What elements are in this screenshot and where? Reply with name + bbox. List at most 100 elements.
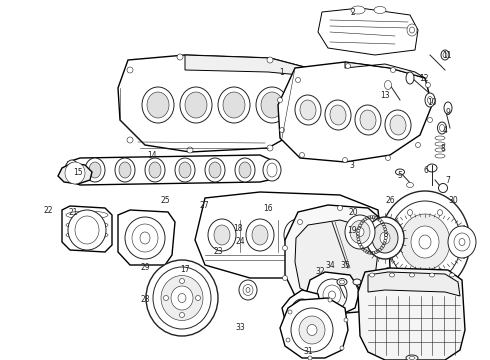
Ellipse shape bbox=[127, 67, 133, 73]
Ellipse shape bbox=[171, 286, 193, 310]
Ellipse shape bbox=[322, 219, 350, 251]
Text: 9: 9 bbox=[445, 108, 450, 117]
Ellipse shape bbox=[386, 156, 391, 161]
Text: 14: 14 bbox=[147, 150, 157, 159]
Ellipse shape bbox=[427, 117, 433, 122]
Ellipse shape bbox=[328, 298, 332, 302]
Ellipse shape bbox=[435, 142, 445, 146]
Ellipse shape bbox=[218, 87, 250, 123]
Ellipse shape bbox=[409, 356, 415, 360]
Text: 33: 33 bbox=[235, 324, 245, 333]
Ellipse shape bbox=[400, 214, 450, 270]
Ellipse shape bbox=[374, 6, 386, 14]
Ellipse shape bbox=[286, 338, 290, 342]
Ellipse shape bbox=[267, 163, 277, 177]
Ellipse shape bbox=[261, 92, 283, 118]
Ellipse shape bbox=[66, 211, 108, 219]
Ellipse shape bbox=[328, 291, 336, 299]
Text: 12: 12 bbox=[419, 73, 429, 82]
Text: 34: 34 bbox=[325, 261, 335, 270]
Ellipse shape bbox=[252, 225, 268, 245]
Ellipse shape bbox=[380, 191, 470, 293]
Polygon shape bbox=[65, 155, 278, 185]
Ellipse shape bbox=[440, 125, 444, 131]
Text: 16: 16 bbox=[263, 203, 273, 212]
Polygon shape bbox=[345, 62, 425, 78]
Polygon shape bbox=[118, 210, 175, 265]
Ellipse shape bbox=[65, 162, 85, 184]
Polygon shape bbox=[280, 298, 348, 358]
Ellipse shape bbox=[340, 346, 344, 350]
Text: 24: 24 bbox=[235, 238, 245, 247]
Ellipse shape bbox=[71, 168, 79, 178]
Ellipse shape bbox=[438, 210, 442, 216]
Ellipse shape bbox=[390, 273, 394, 277]
Ellipse shape bbox=[214, 225, 230, 245]
Ellipse shape bbox=[356, 228, 364, 237]
Ellipse shape bbox=[145, 158, 165, 182]
Ellipse shape bbox=[330, 105, 346, 125]
Ellipse shape bbox=[343, 158, 347, 162]
Ellipse shape bbox=[297, 220, 302, 225]
Text: 19: 19 bbox=[347, 225, 357, 234]
Ellipse shape bbox=[389, 201, 461, 283]
Ellipse shape bbox=[299, 153, 304, 158]
Ellipse shape bbox=[443, 53, 447, 58]
Ellipse shape bbox=[395, 169, 405, 175]
Ellipse shape bbox=[427, 164, 437, 172]
Ellipse shape bbox=[149, 162, 161, 178]
Ellipse shape bbox=[375, 302, 381, 307]
Ellipse shape bbox=[411, 226, 439, 258]
Text: 31: 31 bbox=[303, 347, 313, 356]
Ellipse shape bbox=[177, 54, 183, 60]
Text: 11: 11 bbox=[442, 50, 452, 59]
Text: 18: 18 bbox=[233, 224, 243, 233]
Ellipse shape bbox=[410, 273, 415, 277]
Ellipse shape bbox=[291, 308, 333, 352]
Ellipse shape bbox=[425, 82, 431, 87]
Text: 4: 4 bbox=[442, 126, 447, 135]
Ellipse shape bbox=[323, 285, 341, 305]
Ellipse shape bbox=[119, 162, 131, 178]
Ellipse shape bbox=[185, 92, 207, 118]
Text: 2: 2 bbox=[351, 8, 355, 17]
Ellipse shape bbox=[153, 267, 211, 329]
Ellipse shape bbox=[410, 27, 415, 33]
Ellipse shape bbox=[449, 273, 455, 277]
Ellipse shape bbox=[239, 280, 257, 300]
Ellipse shape bbox=[263, 159, 281, 181]
Text: 30: 30 bbox=[448, 195, 458, 204]
Ellipse shape bbox=[448, 226, 476, 258]
Ellipse shape bbox=[366, 217, 404, 259]
Ellipse shape bbox=[208, 219, 236, 251]
Ellipse shape bbox=[85, 158, 105, 182]
Ellipse shape bbox=[385, 110, 411, 140]
Polygon shape bbox=[118, 55, 312, 152]
Ellipse shape bbox=[180, 87, 212, 123]
Ellipse shape bbox=[223, 92, 245, 118]
Ellipse shape bbox=[161, 275, 203, 320]
Ellipse shape bbox=[246, 288, 250, 292]
Ellipse shape bbox=[366, 226, 394, 258]
Polygon shape bbox=[185, 55, 308, 75]
Polygon shape bbox=[62, 206, 112, 252]
Text: 5: 5 bbox=[397, 171, 402, 180]
Ellipse shape bbox=[325, 100, 351, 130]
Text: 3: 3 bbox=[349, 161, 354, 170]
Ellipse shape bbox=[291, 299, 313, 325]
Ellipse shape bbox=[369, 273, 374, 277]
Ellipse shape bbox=[392, 239, 397, 245]
Ellipse shape bbox=[235, 158, 255, 182]
Ellipse shape bbox=[125, 217, 165, 259]
Ellipse shape bbox=[438, 269, 442, 274]
Ellipse shape bbox=[196, 296, 200, 301]
Ellipse shape bbox=[68, 210, 106, 250]
Ellipse shape bbox=[406, 355, 418, 360]
Text: 26: 26 bbox=[385, 195, 395, 204]
Ellipse shape bbox=[386, 267, 391, 273]
Ellipse shape bbox=[290, 225, 306, 245]
Ellipse shape bbox=[419, 235, 431, 249]
Ellipse shape bbox=[205, 158, 225, 182]
Ellipse shape bbox=[89, 162, 101, 178]
Ellipse shape bbox=[296, 305, 308, 320]
